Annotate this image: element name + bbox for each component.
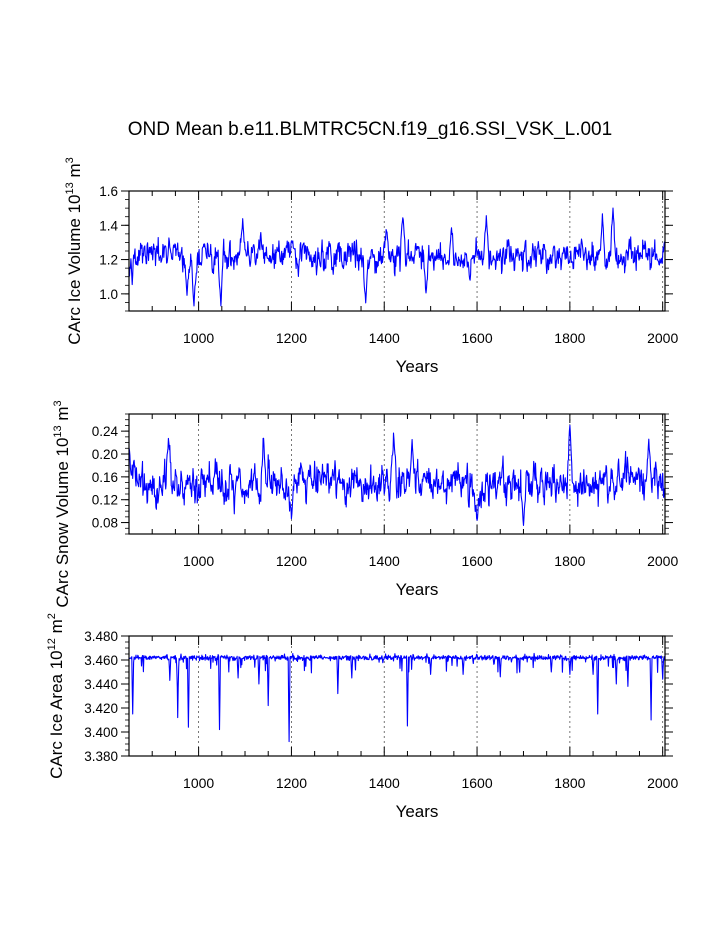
x-tick-label: 2000	[647, 775, 678, 791]
y-tick-label: 3.440	[84, 677, 118, 692]
x-tick-label: 1000	[183, 330, 214, 346]
y-tick-label: 0.08	[92, 516, 118, 531]
x-tick-label: 1000	[183, 775, 214, 791]
series-line	[128, 207, 666, 307]
y-tick-label: 1.2	[99, 253, 118, 268]
x-tick-label: 1200	[276, 553, 307, 569]
x-axis-label: Years	[396, 802, 439, 821]
x-tick-label: 1400	[369, 775, 400, 791]
x-axis-label: Years	[396, 580, 439, 599]
snow-volume-panel: 1000 1200 1400 1600 1800 2000 0.08 0.12 0.16 0.20…	[52, 400, 678, 607]
y-axis-label: CArc Ice Area 1012 m2	[46, 613, 66, 779]
y-tick-label: 0.24	[92, 424, 119, 439]
x-tick-label: 2000	[647, 553, 678, 569]
plot-frame	[128, 635, 666, 757]
plot-frame	[128, 413, 666, 535]
y-tick-label: 1.0	[99, 287, 118, 302]
x-axis-label: Years	[396, 357, 439, 376]
x-tick-label: 1800	[554, 553, 585, 569]
x-tick-label: 1000	[183, 553, 214, 569]
y-tick-label: 3.400	[84, 725, 118, 740]
series-line	[128, 424, 666, 526]
x-tick-label: 1600	[461, 330, 492, 346]
x-tick-label: 1800	[554, 330, 585, 346]
x-tick-label: 1600	[461, 553, 492, 569]
y-axis-label: CArc Ice Volume 1013 m3	[64, 157, 84, 345]
series-line	[128, 652, 666, 743]
y-tick-label: 0.12	[92, 493, 118, 508]
y-tick-label: 1.4	[99, 218, 118, 233]
x-tick-label: 2000	[647, 330, 678, 346]
chart-title: OND Mean b.e11.BLMTRC5CN.f19_g16.SSI_VSK…	[128, 119, 612, 140]
x-tick-label: 1800	[554, 775, 585, 791]
x-tick-label: 1200	[276, 775, 307, 791]
ice-area-panel: 1000 1200 1400 1600 1800 2000 3.380 3.400 3.420 3…	[46, 613, 678, 821]
x-tick-label: 1200	[276, 330, 307, 346]
y-tick-label: 3.480	[84, 629, 118, 644]
x-tick-label: 1400	[369, 553, 400, 569]
ice-volume-panel: 1000 1200 1400 1600 1800 2000 1.0 1.2 1.4 1.6 Year…	[64, 157, 678, 376]
y-tick-label: 3.460	[84, 653, 118, 668]
y-tick-label: 0.16	[92, 470, 118, 485]
x-tick-label: 1600	[461, 775, 492, 791]
y-tick-label: 1.6	[99, 184, 118, 199]
x-tick-label: 1400	[369, 330, 400, 346]
y-tick-label: 3.420	[84, 701, 118, 716]
y-tick-label: 3.380	[84, 749, 118, 764]
y-tick-label: 0.20	[92, 447, 118, 462]
y-axis-label: CArc Snow Volume 1013 m3	[52, 400, 72, 607]
